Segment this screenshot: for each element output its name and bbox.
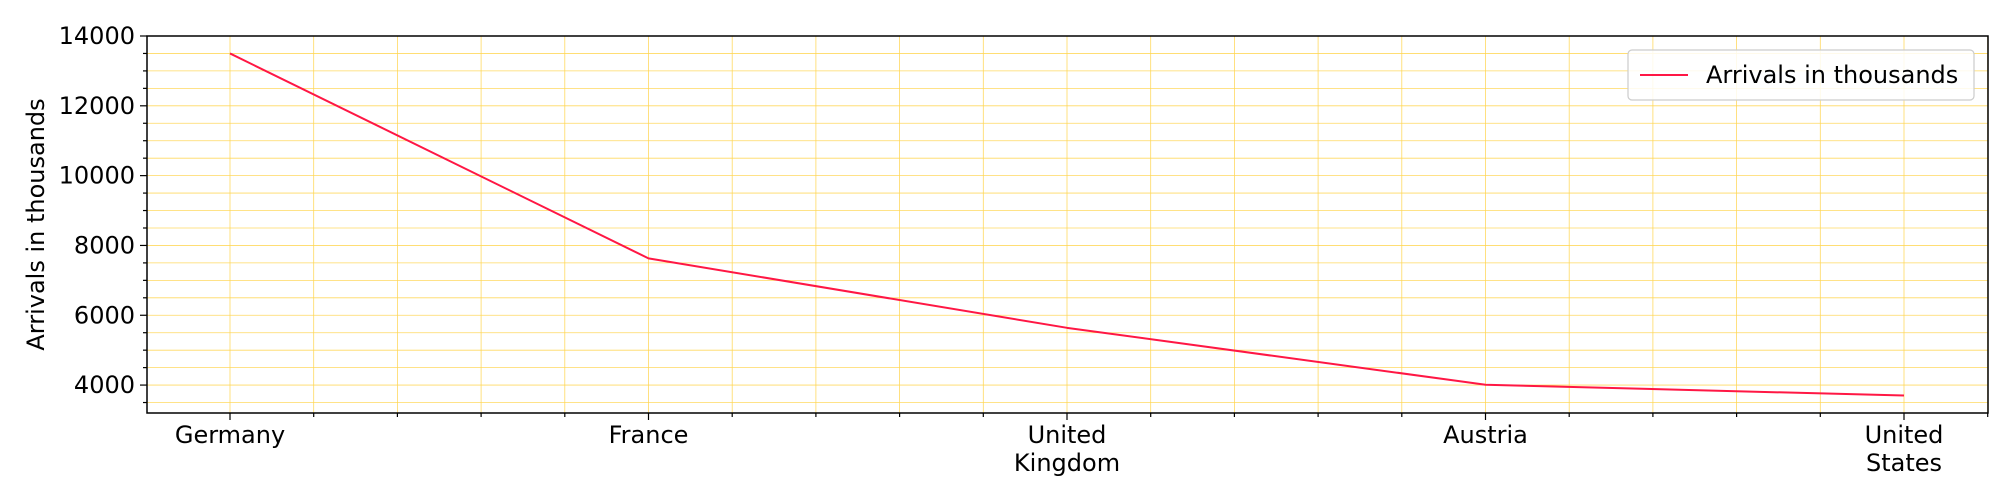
- y-tick-label: 12000: [59, 92, 135, 120]
- series-layer: [229, 52, 1905, 397]
- x-tick-label: United States: [1865, 421, 1944, 477]
- y-tick-label: 6000: [74, 301, 135, 329]
- legend: Arrivals in thousands: [1627, 49, 1975, 101]
- legend-frame: [1627, 49, 1975, 101]
- y-tick-label: 4000: [74, 371, 135, 399]
- y-tick-label: 14000: [59, 22, 135, 50]
- y-tick-label: 10000: [59, 162, 135, 190]
- x-tick-label: France: [609, 421, 689, 449]
- y-axis-title: Arrivals in thousands: [22, 98, 50, 350]
- series-line: [229, 52, 1905, 397]
- x-tick-label: Germany: [175, 421, 285, 449]
- x-tick-label: United Kingdom: [1014, 421, 1120, 477]
- y-axis: 4000 6000 8000 10000 12000 14000: [59, 22, 147, 404]
- y-tick-label: 8000: [74, 231, 135, 259]
- legend-entry-label: Arrivals in thousands: [1706, 61, 1958, 89]
- x-axis: Germany France United Kingdom Austria United S…: [175, 413, 1989, 477]
- x-tick-label: Austria: [1443, 421, 1528, 449]
